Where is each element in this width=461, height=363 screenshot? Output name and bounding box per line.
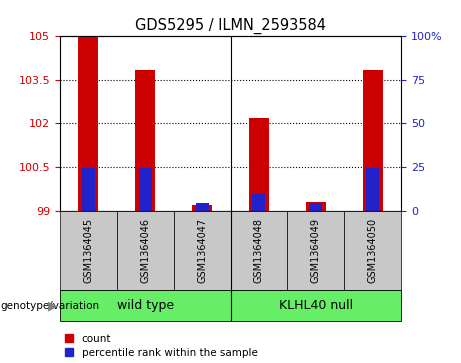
Bar (192, 205, 212, 211)
Bar (253, 194, 266, 211)
Bar (78, 36, 98, 211)
Text: GSM1364047: GSM1364047 (197, 218, 207, 283)
Bar (195, 203, 208, 211)
Bar (82, 168, 95, 211)
Bar (139, 168, 152, 211)
Title: GDS5295 / ILMN_2593584: GDS5295 / ILMN_2593584 (135, 17, 326, 33)
Text: genotype/variation: genotype/variation (0, 301, 99, 311)
Bar (60, 290, 230, 321)
Bar (135, 70, 155, 211)
Bar (363, 70, 383, 211)
Bar (309, 203, 322, 211)
Text: GSM1364050: GSM1364050 (367, 218, 378, 283)
Bar (344, 211, 401, 290)
Bar (287, 211, 344, 290)
Bar (230, 211, 287, 290)
Text: GSM1364046: GSM1364046 (140, 218, 150, 283)
Text: GSM1364045: GSM1364045 (83, 218, 94, 283)
Text: GSM1364048: GSM1364048 (254, 218, 264, 283)
Text: ▶: ▶ (48, 299, 58, 312)
Text: wild type: wild type (117, 299, 174, 312)
Bar (117, 211, 174, 290)
Text: GSM1364049: GSM1364049 (311, 218, 321, 283)
Bar (230, 290, 401, 321)
Bar (366, 168, 379, 211)
Bar (306, 203, 326, 211)
Bar (60, 211, 117, 290)
Text: KLHL40 null: KLHL40 null (279, 299, 353, 312)
Bar (174, 211, 230, 290)
Legend: count, percentile rank within the sample: count, percentile rank within the sample (65, 334, 258, 358)
Bar (249, 118, 269, 211)
